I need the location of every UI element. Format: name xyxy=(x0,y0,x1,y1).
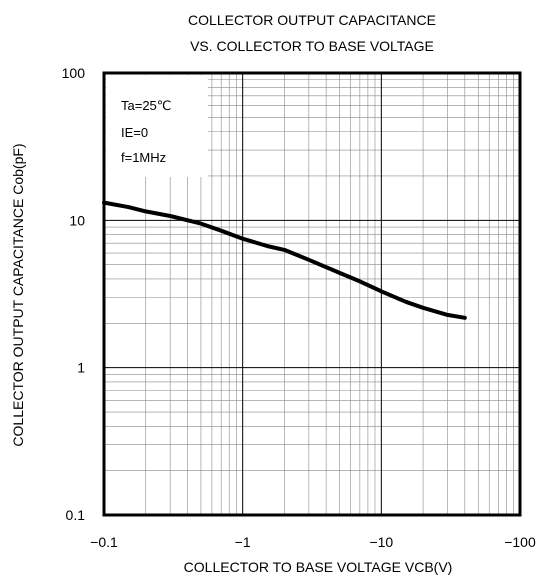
y-axis-tick-labels: 0.1 1 10 100 xyxy=(62,65,86,523)
series-layer xyxy=(102,200,467,320)
series-data-point xyxy=(422,307,424,309)
series-data-point xyxy=(242,238,244,240)
series-data-point xyxy=(200,223,202,225)
x-tick-label: −0.1 xyxy=(90,534,118,550)
y-axis-label: COLLECTOR OUTPUT CAPACITANCE Cob(pF) xyxy=(10,143,26,446)
y-tick-label: 10 xyxy=(69,212,85,228)
y-tick-label: 100 xyxy=(62,65,86,81)
annotation-emitter-current: IE=0 xyxy=(121,125,148,140)
series-data-point xyxy=(103,202,105,204)
series-data-point xyxy=(380,290,382,292)
chart-title: COLLECTOR OUTPUT CAPACITANCE xyxy=(188,12,436,28)
plot-frame xyxy=(102,71,522,517)
series-data-point xyxy=(464,317,466,319)
series-data-point xyxy=(266,245,268,247)
series-data-point xyxy=(339,272,341,274)
x-axis-label: COLLECTOR TO BASE VOLTAGE VCB(V) xyxy=(184,559,453,575)
x-tick-label: −100 xyxy=(504,534,536,550)
annotation-box xyxy=(106,75,208,177)
series-data-point xyxy=(405,301,407,303)
series-data-point xyxy=(283,249,285,251)
x-tick-label: −10 xyxy=(369,534,393,550)
y-tick-label: 1 xyxy=(77,360,85,376)
y-tick-label: 0.1 xyxy=(66,507,86,523)
series-data-point xyxy=(308,259,310,261)
chart-subtitle: VS. COLLECTOR TO BASE VOLTAGE xyxy=(190,38,434,54)
x-tick-label: −1 xyxy=(235,534,251,550)
grid-minor-lines xyxy=(104,73,520,515)
series-data-point xyxy=(447,314,448,316)
series-data-point xyxy=(169,215,171,217)
annotation-frequency: f=1MHz xyxy=(121,150,166,165)
series-data-point xyxy=(145,210,147,212)
series-data-point xyxy=(359,280,361,282)
annotation-temperature: Ta=25℃ xyxy=(121,98,171,113)
series-data-point xyxy=(127,206,129,208)
x-axis-tick-labels: −0.1 −1 −10 −100 xyxy=(90,534,536,550)
series-data-point xyxy=(220,230,222,232)
